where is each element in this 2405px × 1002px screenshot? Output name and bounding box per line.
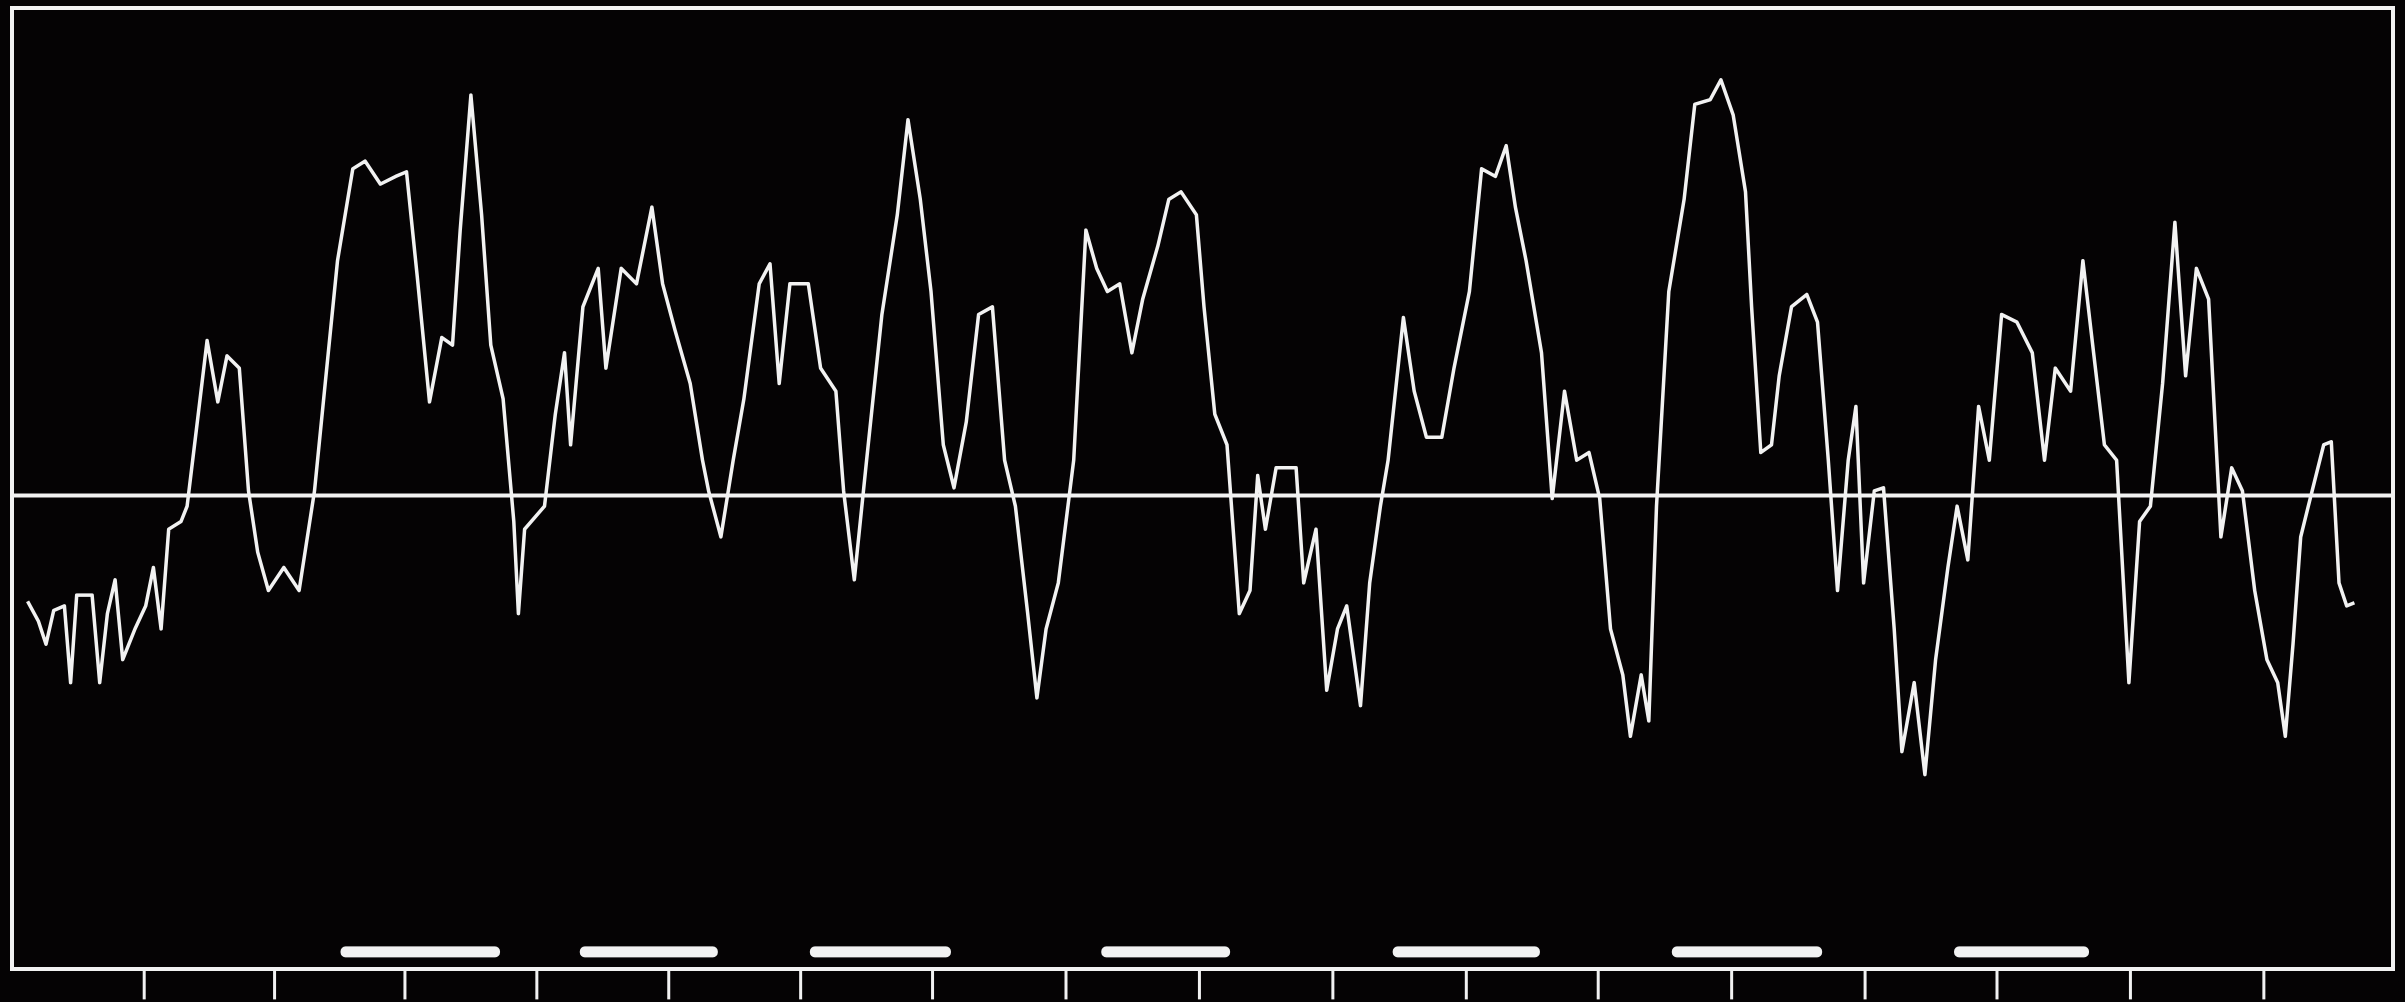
segment-bar	[1671, 946, 1823, 958]
plot-frame	[10, 6, 2395, 971]
segment-bar	[1954, 946, 2090, 958]
segment-bar	[340, 946, 501, 958]
segment-bar	[1101, 946, 1231, 958]
segment-bar	[579, 946, 718, 958]
segment-bar	[809, 946, 951, 958]
signal-line	[26, 78, 2356, 777]
segment-bar	[1392, 946, 1540, 958]
